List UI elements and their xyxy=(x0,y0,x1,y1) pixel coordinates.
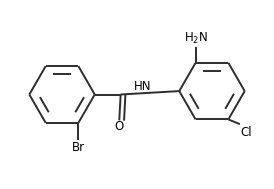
Text: H$_2$N: H$_2$N xyxy=(184,31,208,46)
Text: O: O xyxy=(115,120,124,133)
Text: HN: HN xyxy=(134,80,152,93)
Text: Br: Br xyxy=(72,141,85,154)
Text: Cl: Cl xyxy=(240,126,252,139)
